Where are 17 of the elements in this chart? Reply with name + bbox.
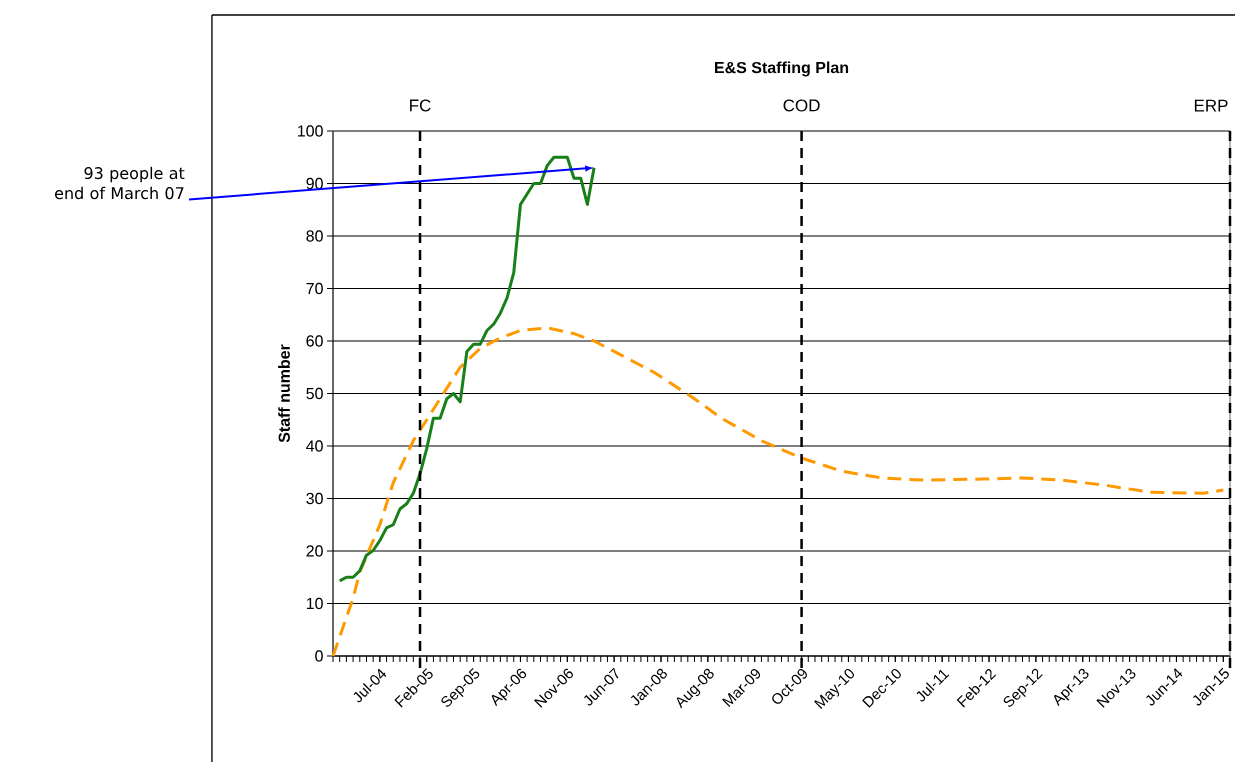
y-tick-label: 20	[306, 545, 323, 557]
y-tick-label: 80	[306, 230, 323, 242]
y-axis-title: Staff number	[278, 344, 290, 443]
y-tick-label: 90	[306, 177, 323, 190]
y-tick-label: 30	[306, 492, 323, 505]
annotation: 93 people at end of March 07	[54, 166, 185, 200]
ref-line-label: FC	[410, 99, 431, 112]
ref-line-label: COD	[783, 99, 820, 112]
ref-line-label: ERP	[1194, 99, 1228, 112]
y-tick-label: 70	[306, 282, 323, 295]
y-tick-label: 40	[306, 440, 323, 452]
y-tick-label: 0	[315, 650, 323, 662]
y-tick-label: 50	[306, 387, 323, 400]
chart-title: E&S Staffing Plan	[715, 61, 849, 77]
y-tick-label: 100	[298, 125, 323, 137]
y-tick-label: 60	[306, 335, 323, 347]
y-tick-label: 10	[306, 597, 323, 610]
